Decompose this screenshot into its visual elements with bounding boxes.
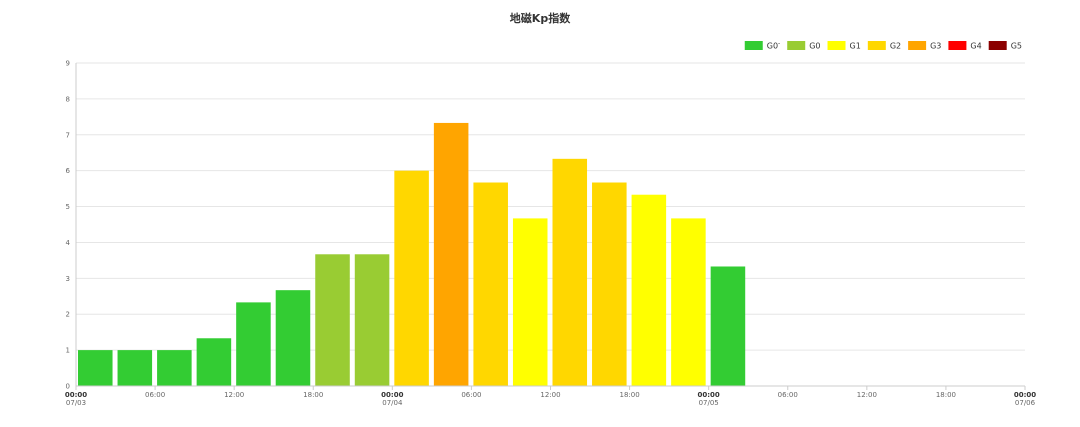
x-tick-label: 18:00 xyxy=(619,391,639,399)
kp-bar[interactable] xyxy=(236,302,271,386)
x-tick-date-label: 07/04 xyxy=(382,399,403,407)
kp-bar[interactable] xyxy=(157,350,192,386)
legend-swatch[interactable] xyxy=(948,41,967,50)
x-tick-label: 12:00 xyxy=(540,391,560,399)
kp-bar[interactable] xyxy=(315,254,350,386)
x-tick-label: 06:00 xyxy=(461,391,481,399)
y-tick-label: 0 xyxy=(66,383,70,391)
kp-bar[interactable] xyxy=(196,338,232,386)
y-tick-label: 9 xyxy=(66,60,70,68)
legend-label: G5 xyxy=(1011,42,1022,51)
kp-bar[interactable] xyxy=(394,170,429,386)
kp-bar[interactable] xyxy=(671,218,706,386)
legend-label: G4 xyxy=(970,42,981,51)
kp-bar[interactable] xyxy=(592,182,627,386)
kp-bar[interactable] xyxy=(552,158,588,386)
legend-swatch[interactable] xyxy=(827,41,846,50)
x-tick-label: 00:00 xyxy=(65,391,87,399)
y-tick-label: 8 xyxy=(66,95,70,103)
legend-swatch[interactable] xyxy=(744,41,763,50)
x-tick-label: 12:00 xyxy=(224,391,244,399)
x-tick-date-label: 07/05 xyxy=(699,399,719,407)
y-tick-label: 2 xyxy=(66,311,70,319)
legend-label-suffix: - xyxy=(778,41,780,48)
legend-swatch[interactable] xyxy=(988,41,1007,50)
kp-bar[interactable] xyxy=(512,218,548,386)
chart-title: 地磁Kp指数 xyxy=(510,11,571,25)
y-tick-label: 6 xyxy=(66,167,71,175)
bars xyxy=(78,122,746,386)
kp-bar[interactable] xyxy=(433,122,469,386)
legend: G5 G4 G3 G2 G1 G0 G0- xyxy=(744,41,1022,51)
x-tick-date-label: 07/03 xyxy=(66,399,86,407)
kp-bar[interactable] xyxy=(710,266,746,386)
x-tick-date-label: 07/06 xyxy=(1015,399,1036,407)
legend-label: G0- xyxy=(767,41,780,51)
y-tick-label: 4 xyxy=(66,239,71,247)
y-tick-label: 3 xyxy=(66,275,70,283)
kp-bar[interactable] xyxy=(78,350,113,386)
grid-lines xyxy=(76,62,1025,387)
y-tick-label: 5 xyxy=(66,203,70,211)
x-tick-label: 00:00 xyxy=(381,391,403,399)
x-tick-label: 12:00 xyxy=(857,391,877,399)
kp-bar[interactable] xyxy=(473,182,508,386)
legend-label: G1 xyxy=(850,42,861,51)
legend-label: G0 xyxy=(809,42,820,51)
x-tick-label: 00:00 xyxy=(1014,391,1036,399)
kp-bar[interactable] xyxy=(117,350,153,386)
legend-label: G2 xyxy=(890,42,901,51)
x-tick-label: 06:00 xyxy=(778,391,798,399)
y-tick-label: 7 xyxy=(66,131,70,139)
legend-swatch[interactable] xyxy=(867,41,886,50)
legend-swatch[interactable] xyxy=(908,41,927,50)
x-tick-label: 18:00 xyxy=(303,391,323,399)
x-tick-label: 06:00 xyxy=(145,391,165,399)
kp-bar[interactable] xyxy=(631,194,667,386)
y-tick-label: 1 xyxy=(66,347,70,355)
kp-bar[interactable] xyxy=(275,290,311,386)
kp-bar[interactable] xyxy=(354,254,390,386)
legend-swatch[interactable] xyxy=(787,41,806,50)
legend-label: G3 xyxy=(930,42,941,51)
x-tick-label: 18:00 xyxy=(936,391,956,399)
x-tick-label: 00:00 xyxy=(698,391,720,399)
